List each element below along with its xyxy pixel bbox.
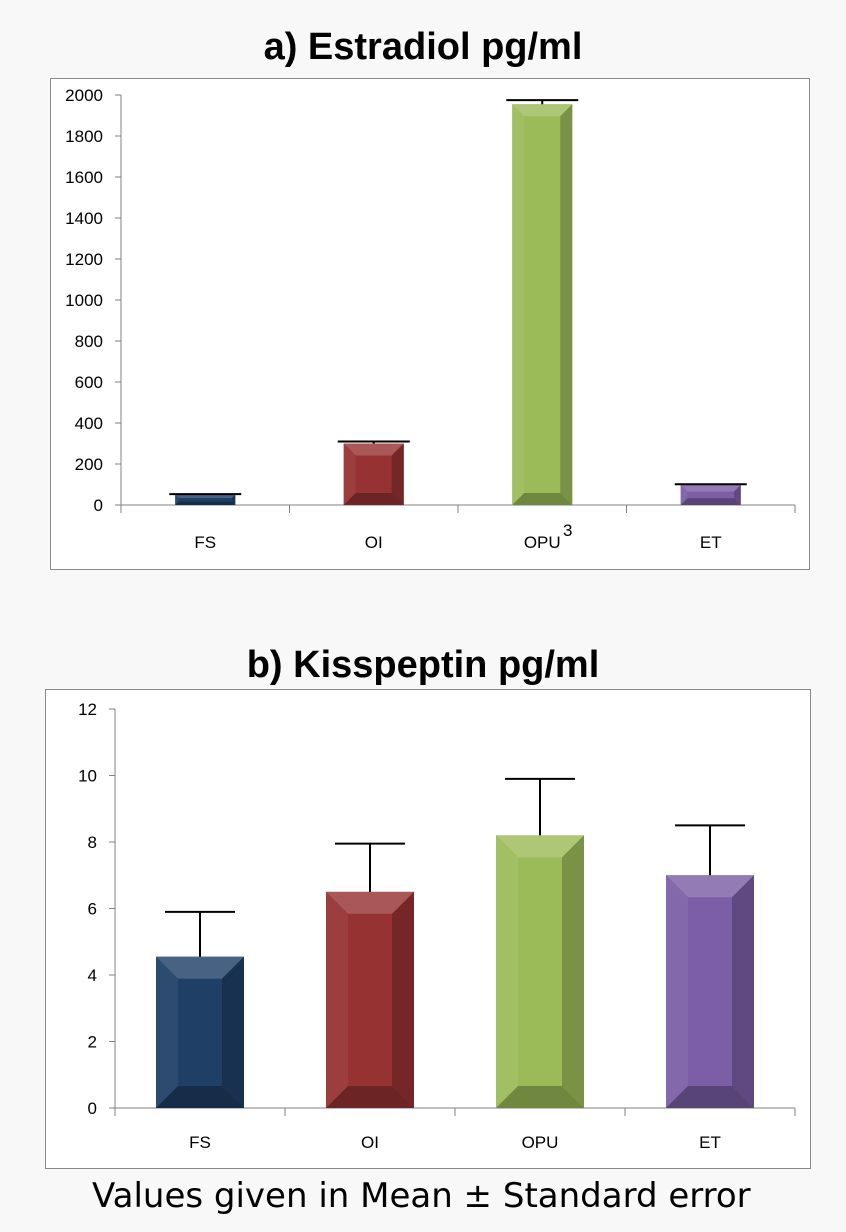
bar-bevel-left [666, 875, 688, 1108]
y-tick-label: 8 [88, 833, 97, 852]
bar-oi [343, 443, 404, 505]
y-tick-label: 10 [78, 767, 97, 786]
bar-opu [512, 104, 573, 505]
bar-bevel-right [231, 494, 236, 505]
y-tick-label: 1400 [65, 209, 103, 228]
bar-bevel-bottom [666, 1086, 754, 1108]
bar-bevel-right [391, 443, 404, 505]
x-tick-label-et: ET [699, 1133, 721, 1152]
bar-bevel-bottom [343, 493, 404, 505]
bar-bevel-bottom [326, 1086, 414, 1108]
bar-bevel-left [343, 443, 356, 505]
x-tick-label-fs: FS [189, 1133, 211, 1152]
bar-opu [496, 835, 584, 1108]
y-tick-label: 800 [75, 332, 103, 351]
bar-fs [175, 494, 236, 505]
y-tick-label: 400 [75, 414, 103, 433]
chart-title-estradiol: a) Estradiol pg/ml [263, 26, 583, 68]
bar-bevel-bottom [680, 498, 741, 505]
y-tick-label: 0 [94, 496, 103, 515]
y-tick-label: 1000 [65, 291, 103, 310]
bar-bevel-right [560, 104, 573, 505]
bar-bevel-top [512, 104, 573, 117]
bar-bevel-left [512, 104, 525, 505]
chart-title-kisspeptin: b) Kisspeptin pg/ml [246, 644, 600, 686]
y-tick-label: 2000 [65, 86, 103, 105]
bar-bevel-top [680, 484, 741, 492]
bar-bevel-bottom [156, 1086, 244, 1108]
x-tick-label-opu: OPU [524, 533, 561, 552]
bar-body [175, 494, 236, 505]
y-tick-label: 600 [75, 373, 103, 392]
x-tick-label-et: ET [700, 533, 722, 552]
bar-bevel-left [496, 835, 518, 1108]
x-tick-label-oi: OI [361, 1133, 379, 1152]
bar-bevel-left [175, 494, 179, 505]
x-tick-label-oi: OI [365, 533, 383, 552]
bar-bevel-bottom [512, 493, 573, 505]
bar-bevel-left [326, 891, 348, 1108]
bar-bevel-right [222, 956, 244, 1108]
bar-bevel-top [496, 835, 584, 858]
y-tick-label: 1200 [65, 250, 103, 269]
y-tick-label: 6 [88, 900, 97, 919]
y-tick-label: 2 [88, 1033, 97, 1052]
bar-fs [156, 956, 244, 1108]
bar-bevel-left [156, 956, 178, 1108]
y-tick-label: 1800 [65, 127, 103, 146]
bar-bevel-top [156, 956, 244, 979]
bar-bevel-right [734, 484, 741, 505]
y-tick-label: 12 [78, 700, 97, 719]
y-tick-label: 1600 [65, 168, 103, 187]
x-tick-label-opu: OPU [522, 1133, 559, 1152]
bar-bevel-right [732, 875, 754, 1108]
footnote: Values given in Mean ± Standard error [92, 1176, 751, 1216]
bar-bevel-right [392, 891, 414, 1108]
bar-bevel-top [666, 875, 754, 898]
bar-bevel-top [343, 443, 404, 456]
bar-bevel-right [562, 835, 584, 1108]
bar-et [680, 484, 741, 505]
bar-et [666, 875, 754, 1108]
y-tick-label: 200 [75, 455, 103, 474]
bar-bevel-top [326, 891, 414, 914]
bar-oi [326, 891, 414, 1108]
stray-glyph: 3 [563, 521, 573, 540]
bar-bevel-bottom [175, 501, 236, 505]
x-tick-label-fs: FS [194, 533, 216, 552]
y-tick-label: 4 [88, 966, 97, 985]
bar-bevel-left [680, 484, 688, 505]
y-tick-label: 0 [88, 1099, 97, 1118]
bar-bevel-bottom [496, 1086, 584, 1108]
bar-bevel-top [175, 494, 236, 499]
